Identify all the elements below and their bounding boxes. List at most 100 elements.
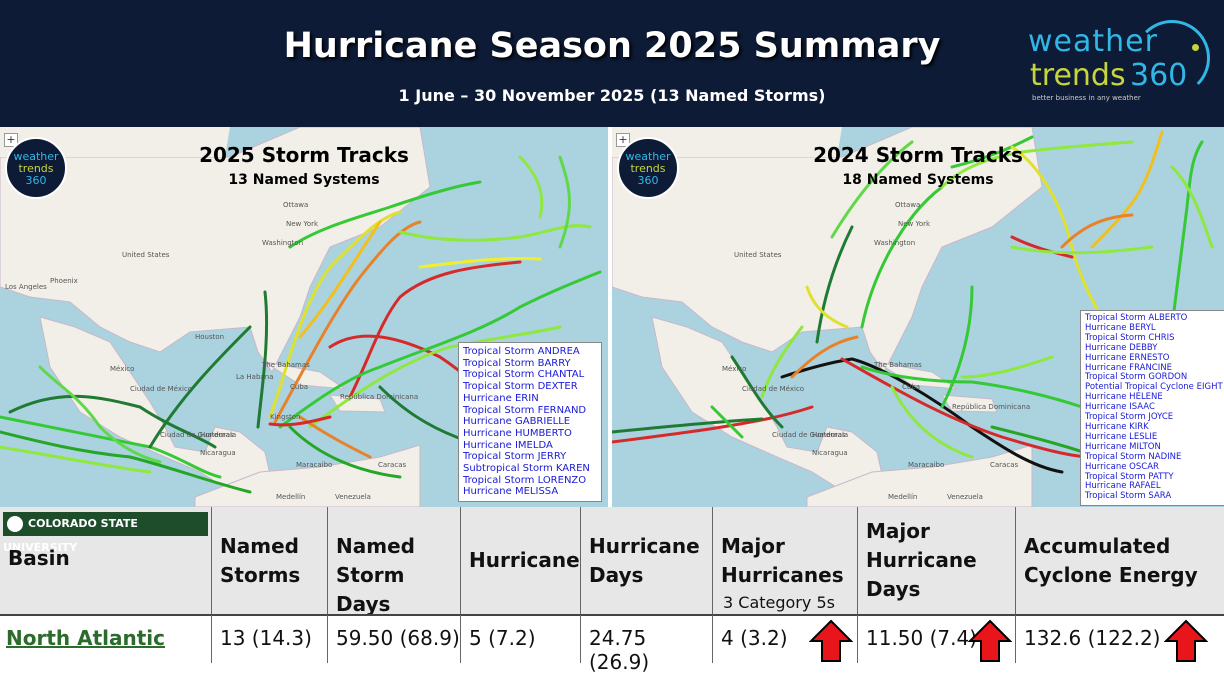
hurricanes-value: 5 (7.2) xyxy=(469,626,536,650)
logo-word-weather: weather xyxy=(1028,24,1158,59)
place-label: Nicaragua xyxy=(812,449,848,457)
place-label: Honduras xyxy=(200,431,234,439)
page-title: Hurricane Season 2025 Summary xyxy=(283,26,941,66)
place-label: The Bahamas xyxy=(262,361,310,369)
legend-item: Tropical Storm JOYCE xyxy=(1085,412,1174,423)
csu-logo: COLORADO STATE UNIVERSITY xyxy=(3,512,208,554)
map-2024-canvas xyxy=(612,127,1214,507)
major-hurricanes-value: 4 (3.2) xyxy=(721,626,788,650)
legend-item: Potential Tropical Cyclone EIGHT xyxy=(1085,382,1223,393)
legend-item: Hurricane LESLIE xyxy=(1085,431,1158,442)
legend-item: Tropical Storm SARA xyxy=(1085,491,1172,502)
legend-item: Hurricane MELISSA xyxy=(463,486,559,498)
place-label: Caracas xyxy=(378,461,407,469)
legend-item: Tropical Storm ANDREA xyxy=(463,346,580,357)
zoom-in-button[interactable]: + xyxy=(616,133,630,147)
header-ace: Accumulated Cyclone Energy xyxy=(1016,507,1224,614)
logo-ring-icon xyxy=(1134,20,1210,96)
header-hurricanes: Hurricanes xyxy=(461,507,592,614)
legend-item: Hurricane KIRK xyxy=(1085,421,1149,432)
place-label: New York xyxy=(898,220,931,228)
legend-item: Tropical Storm GORDON xyxy=(1085,372,1188,383)
hurricane-days-value: 24.75 (26.9) xyxy=(589,626,650,674)
place-label: Ciudad de Guatemala xyxy=(160,431,237,439)
map-2024-subtitle: 18 Named Systems xyxy=(842,172,994,188)
place-label: Venezuela xyxy=(947,493,983,501)
major-hurricanes-note: 3 Category 5s xyxy=(723,593,835,612)
map-2025-subtitle: 13 Named Systems xyxy=(228,172,380,188)
header-banner: Hurricane Season 2025 Summary 1 June – 3… xyxy=(0,0,1224,127)
place-label: Nicaragua xyxy=(200,449,236,457)
weathertrends360-logo: weather trends 360 better business in an… xyxy=(1022,18,1212,108)
up-arrow-icon xyxy=(1164,619,1208,662)
legend-item: Hurricane ERNESTO xyxy=(1085,352,1170,363)
place-label: United States xyxy=(734,251,782,259)
legend-item: Tropical Storm ALBERTO xyxy=(1085,313,1188,323)
place-label: La Habana xyxy=(236,373,274,381)
place-label: Kingston xyxy=(270,413,301,421)
place-label: Medellín xyxy=(888,493,918,501)
mini-logo-icon: weather trends 360 xyxy=(5,137,67,199)
place-label: Ottawa xyxy=(283,201,309,209)
header-hurricane-days: Hurricane Days xyxy=(581,507,713,614)
legend-item: Hurricane ISAAC xyxy=(1085,402,1155,413)
legend-item: Hurricane HUMBERTO xyxy=(463,427,572,439)
map-2025[interactable]: + weather trends 360 2025 Storm Tracks 1… xyxy=(0,127,608,507)
place-label: Ciudad de México xyxy=(130,385,193,393)
place-label: Medellín xyxy=(276,493,306,501)
row-named-storm-days: 59.50 (68.9) xyxy=(328,614,461,663)
logo-dot-icon xyxy=(1192,44,1199,51)
legend-item: Hurricane BERYL xyxy=(1085,322,1156,333)
row-major-hurricane-days: 11.50 (7.4) xyxy=(858,614,1016,663)
logo-word-360: 360 xyxy=(1130,58,1188,93)
place-label: Ottawa xyxy=(895,201,921,209)
named-storm-days-value: 59.50 (68.9) xyxy=(336,626,460,650)
header-named-storms: Named Storms xyxy=(212,507,328,614)
legend-item: Hurricane FRANCINE xyxy=(1085,362,1172,373)
place-label: Ciudad de Guatemala xyxy=(772,431,849,439)
row-hurricanes: 5 (7.2) xyxy=(461,614,581,663)
legend-item: Subtropical Storm KAREN xyxy=(463,463,590,475)
legend-item: Hurricane RAFAEL xyxy=(1085,481,1161,492)
header-basin-label: Basin xyxy=(8,546,70,570)
map-2024-title: 2024 Storm Tracks xyxy=(813,143,1023,167)
north-atlantic-link[interactable]: North Atlantic xyxy=(6,626,166,650)
page-subtitle: 1 June – 30 November 2025 (13 Named Stor… xyxy=(398,86,826,105)
place-label: Cuba xyxy=(902,383,921,391)
place-label: United States xyxy=(122,251,170,259)
legend-item: Hurricane HELENE xyxy=(1085,392,1163,403)
up-arrow-icon xyxy=(809,619,853,662)
legend-item: Tropical Storm CHRIS xyxy=(1085,332,1175,343)
place-label: Phoenix xyxy=(50,277,78,285)
row-ace: 132.6 (122.2) xyxy=(1016,614,1224,663)
ace-value: 132.6 (122.2) xyxy=(1024,626,1161,650)
map-2025-title: 2025 Storm Tracks xyxy=(199,143,409,167)
place-label: República Dominicana xyxy=(952,403,1031,411)
map-2024[interactable]: + weather trends 360 2024 Storm Tracks 1… xyxy=(612,127,1224,507)
legend-item: Tropical Storm FERNAND xyxy=(463,404,587,416)
storm-legend-2025: Tropical Storm ANDREA Tropical Storm BAR… xyxy=(458,342,602,503)
legend-item: Tropical Storm CHANTAL xyxy=(463,369,585,381)
place-label: Cuba xyxy=(290,383,309,391)
place-label: República Dominicana xyxy=(340,393,419,401)
place-label: The Bahamas xyxy=(874,361,922,369)
row-hurricane-days: 24.75 (26.9) xyxy=(581,614,713,674)
row-major-hurricanes: 4 (3.2) xyxy=(713,614,858,663)
place-label: México xyxy=(722,365,747,373)
header-major-hurricanes: Major Hurricanes 3 Category 5s xyxy=(713,507,858,614)
map-2025-canvas xyxy=(0,127,602,507)
place-label: Caracas xyxy=(990,461,1019,469)
map-divider xyxy=(608,127,612,507)
header-basin: COLORADO STATE UNIVERSITY Basin xyxy=(0,507,212,614)
legend-item: Tropical Storm NADINE xyxy=(1085,451,1182,462)
named-storms-value: 13 (14.3) xyxy=(220,626,312,650)
legend-item: Tropical Storm DEXTER xyxy=(463,381,578,393)
place-label: Maracaibo xyxy=(908,461,945,469)
header-major-hurricane-days: Major Hurricane Days xyxy=(858,507,1016,614)
logo-word-trends: trends xyxy=(1030,58,1126,93)
legend-item: Hurricane DEBBY xyxy=(1085,342,1158,353)
row-named-storms: 13 (14.3) xyxy=(212,614,328,663)
mini-logo-icon: weather trends 360 xyxy=(617,137,679,199)
zoom-in-button[interactable]: + xyxy=(4,133,18,147)
place-label: Washington xyxy=(262,239,304,247)
